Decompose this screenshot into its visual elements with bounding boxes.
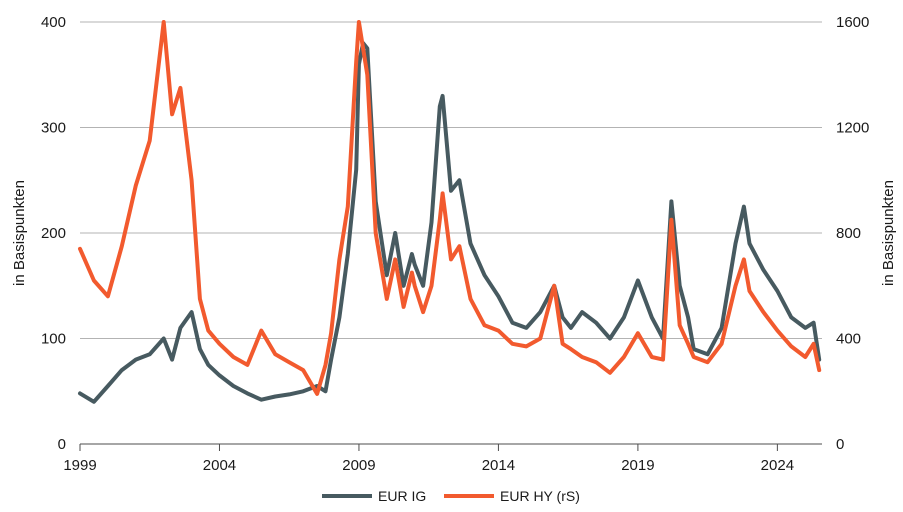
y-axis-right-ticks: 0 400 800 1200 1600 [836, 14, 869, 453]
y-tick-label-right: 0 [836, 436, 844, 453]
series-line-eur-ig [78, 41, 822, 404]
x-tick-label: 1999 [63, 457, 96, 474]
legend-label-eur-ig: EUR IG [378, 488, 426, 504]
x-tick-label: 2019 [621, 457, 654, 474]
x-tick-label: 2004 [203, 457, 236, 474]
x-axis-ticks: 1999 2004 2009 2014 2019 2024 [63, 444, 794, 474]
y-tick-label-right: 400 [836, 331, 861, 348]
x-tick-label: 2014 [482, 457, 515, 474]
series-layer [78, 20, 822, 404]
y-tick-label-right: 800 [836, 225, 861, 242]
y-axis-left-ticks: 0 100 200 300 400 [41, 14, 66, 453]
legend: EUR IG EUR HY (rS) [322, 488, 580, 504]
legend-label-eur-hy: EUR HY (rS) [500, 488, 580, 504]
y-tick-label-right: 1200 [836, 120, 869, 137]
y-tick-label-left: 0 [58, 436, 66, 453]
series-line-eur-hy [78, 20, 822, 396]
y-tick-label-right: 1600 [836, 14, 869, 31]
y-tick-label-left: 100 [41, 331, 66, 348]
y-axis-left-title: in Basispunkten [11, 180, 28, 286]
y-tick-label-left: 300 [41, 120, 66, 137]
y-axis-right-title: in Basispunkten [880, 180, 897, 286]
x-tick-label: 2009 [342, 457, 375, 474]
gridlines [80, 21, 822, 339]
y-tick-label-left: 400 [41, 14, 66, 31]
x-tick-label: 2024 [761, 457, 794, 474]
y-tick-label-left: 200 [41, 225, 66, 242]
